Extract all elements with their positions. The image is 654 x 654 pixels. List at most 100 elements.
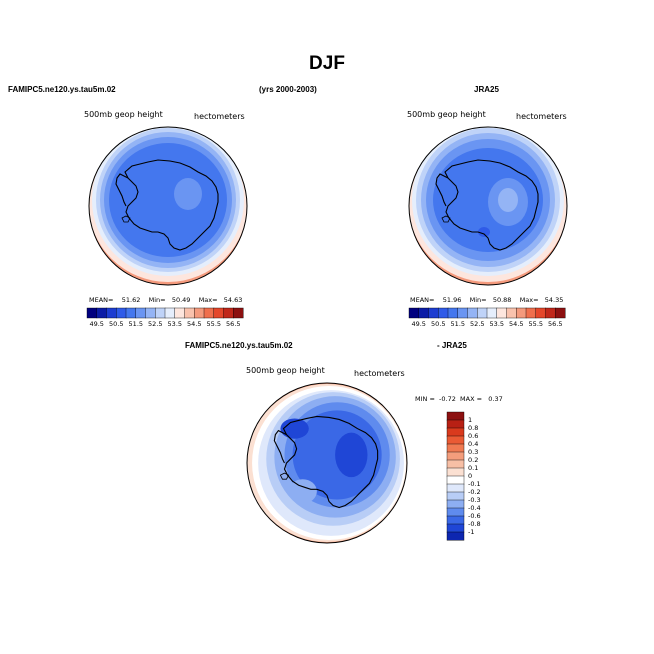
colorbar-swatch-1 xyxy=(86,307,98,319)
top-right-units-label: hectometers xyxy=(516,112,567,121)
page-title: DJF xyxy=(309,53,345,74)
antarctica-coastline xyxy=(282,415,379,509)
mean-value: 51.62 xyxy=(121,296,141,304)
colorbar-swatch-15 xyxy=(545,307,556,319)
colorbar-tick-label: 1 xyxy=(468,416,473,424)
years-label: (yrs 2000-2003) xyxy=(259,85,317,94)
colorbar-tick-label: -1 xyxy=(468,528,475,536)
max-value: 54.63 xyxy=(223,296,243,304)
colorbar-tick-label: 53.5 xyxy=(167,320,183,328)
mean-label: MEAN= xyxy=(89,296,114,304)
top-left-field-label: 500mb geop height xyxy=(84,110,163,119)
colorbar-swatch-15 xyxy=(223,307,234,319)
colorbar-swatch-6 xyxy=(457,307,469,319)
colorbar-swatch-9 xyxy=(446,475,465,485)
map-fields xyxy=(247,383,407,543)
colorbar-tick-label: 55.5 xyxy=(528,320,544,328)
antarctic-peninsula xyxy=(273,429,287,464)
top-right-field-label: 500mb geop height xyxy=(407,110,486,119)
top-left-case-label: FAMIPC5.ne120.ys.tau5m.02 xyxy=(8,85,116,94)
top-right-stats: MEAN= 51.96 Min= 50.88 Max= 54.35 xyxy=(410,296,563,304)
colorbar-tick-label: 0.4 xyxy=(468,440,479,448)
colorbar-swatch-5 xyxy=(447,307,459,319)
coastal-island xyxy=(121,215,131,223)
colorbar-tick-label: 54.5 xyxy=(187,320,202,328)
top-left-colorbar-ticks: 49.5 50.5 51.5 52.5 53.5 54.5 55.5 56.5 xyxy=(87,320,243,330)
mean-label: MEAN= xyxy=(410,296,435,304)
colorbar-tick-label: 50.5 xyxy=(431,320,446,328)
map-border xyxy=(408,126,568,286)
min-value: -0.72 xyxy=(439,395,456,403)
colorbar-tick-label: 56.5 xyxy=(226,320,241,328)
colorbar-swatch-1 xyxy=(408,307,420,319)
antarctic-peninsula xyxy=(435,173,449,207)
colorbar-tick-label: 52.5 xyxy=(148,320,163,328)
max-label: Max= xyxy=(198,296,218,304)
colorbar-tick-label: 0.1 xyxy=(468,464,479,472)
contour-region-11 xyxy=(478,227,490,237)
min-label: Min= xyxy=(469,296,487,304)
colorbar-swatch-4 xyxy=(446,435,465,445)
colorbar-swatch-8 xyxy=(446,467,465,477)
contour-region-10 xyxy=(498,188,518,212)
top-right-case-label: JRA25 xyxy=(474,85,499,94)
colorbar-tick-label: 54.5 xyxy=(509,320,524,328)
min-value: 50.88 xyxy=(492,296,512,304)
min-label: MIN = xyxy=(415,395,435,403)
colorbar-swatch-4 xyxy=(116,307,127,319)
colorbar-tick-label: 51.5 xyxy=(128,320,144,328)
colorbar-swatch-11 xyxy=(184,307,195,319)
colorbar-swatch-16 xyxy=(555,307,566,319)
colorbar-swatch-14 xyxy=(213,307,225,319)
colorbar-swatch-11 xyxy=(446,491,465,501)
colorbar-swatch-12 xyxy=(516,307,527,319)
contour-region-8 xyxy=(433,148,543,252)
colorbar-tick-label: 56.5 xyxy=(548,320,563,328)
min-label: Min= xyxy=(148,296,166,304)
colorbar-tick-label: 0.3 xyxy=(468,448,479,456)
colorbar-swatch-2 xyxy=(418,307,430,319)
diff-units-label: hectometers xyxy=(354,369,405,378)
colorbar-swatch-9 xyxy=(486,307,498,319)
colorbar-swatch-9 xyxy=(164,307,176,319)
colorbar-swatch-15 xyxy=(446,523,465,533)
colorbar-swatch-8 xyxy=(477,307,488,319)
colorbar-swatch-10 xyxy=(496,307,508,319)
colorbar-tick-label: 55.5 xyxy=(206,320,222,328)
contour-region-10 xyxy=(335,432,368,478)
colorbar-swatch-4 xyxy=(438,307,449,319)
map-fields xyxy=(89,127,247,285)
colorbar-swatch-16 xyxy=(233,307,244,319)
top-left-polar-map xyxy=(88,126,248,286)
colorbar-swatch-13 xyxy=(446,507,465,517)
top-right-polar-map xyxy=(408,126,568,286)
colorbar-swatch-3 xyxy=(428,307,439,319)
colorbar-swatch-12 xyxy=(446,499,465,509)
coastal-island xyxy=(279,472,290,480)
colorbar-swatch-5 xyxy=(125,307,137,319)
colorbar-swatch-13 xyxy=(203,307,215,319)
colorbar-tick-label: 53.5 xyxy=(489,320,505,328)
colorbar-swatch-16 xyxy=(446,531,465,541)
contour-region-11 xyxy=(280,418,309,439)
colorbar-tick-label: 52.5 xyxy=(470,320,485,328)
top-right-colorbar xyxy=(408,307,566,319)
top-left-colorbar xyxy=(86,307,244,319)
colorbar-swatch-2 xyxy=(96,307,108,319)
max-label: Max= xyxy=(519,296,539,304)
colorbar-tick-label: -0.1 xyxy=(468,480,481,488)
colorbar-tick-label: 49.5 xyxy=(411,320,426,328)
colorbar-swatch-6 xyxy=(135,307,147,319)
top-left-units-label: hectometers xyxy=(194,112,245,121)
colorbar-tick-label: 49.5 xyxy=(89,320,104,328)
diff-case-label: FAMIPC5.ne120.ys.tau5m.02 xyxy=(185,341,293,350)
colorbar-swatch-6 xyxy=(446,451,465,461)
max-label: MAX = xyxy=(460,395,483,403)
colorbar-tick-label: -0.4 xyxy=(468,504,481,512)
diff-field-label: 500mb geop height xyxy=(246,366,325,375)
colorbar-tick-label: 0 xyxy=(468,472,473,480)
colorbar-swatch-10 xyxy=(446,483,465,493)
map-fields xyxy=(409,127,567,285)
contour-region-8 xyxy=(109,143,227,257)
min-value: 50.49 xyxy=(171,296,191,304)
